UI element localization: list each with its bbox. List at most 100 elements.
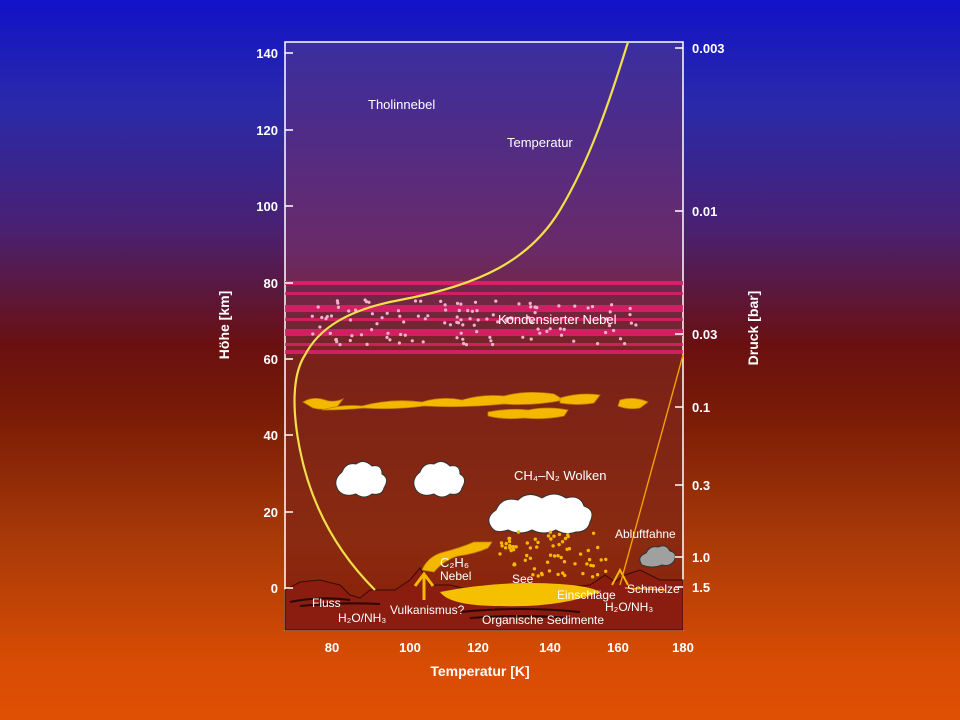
bottom-tick-140: 140 bbox=[539, 640, 561, 655]
rain-drop bbox=[532, 567, 537, 571]
haze-particle bbox=[605, 317, 609, 321]
haze-particle bbox=[388, 338, 392, 342]
haze-particle bbox=[416, 314, 420, 318]
haze-particle bbox=[396, 309, 401, 313]
haze-particle bbox=[455, 315, 459, 319]
temperature-curve bbox=[293, 41, 630, 591]
haze-particle bbox=[628, 306, 632, 311]
condensed-haze-bands bbox=[285, 281, 683, 354]
label-h2o-nh3-right: H₂O/NH₃ bbox=[605, 600, 653, 614]
haze-particle bbox=[548, 327, 552, 331]
haze-particle bbox=[455, 320, 459, 324]
rain-drop bbox=[504, 541, 508, 546]
rain-drop bbox=[552, 554, 557, 558]
rain-drop bbox=[508, 546, 512, 550]
haze-particle bbox=[557, 304, 561, 308]
haze-particle bbox=[363, 298, 367, 302]
haze-particle bbox=[530, 320, 534, 324]
label-volcanism: Vulkanismus? bbox=[390, 603, 465, 617]
haze-particle bbox=[608, 310, 612, 314]
haze-particle bbox=[403, 333, 407, 337]
haze-particle bbox=[562, 327, 566, 331]
rain-drop bbox=[507, 536, 511, 541]
rain-drop bbox=[567, 547, 572, 551]
haze-particle bbox=[586, 306, 590, 310]
haze-particle bbox=[623, 342, 627, 346]
label-tholin-haze: Tholinnebel bbox=[368, 97, 435, 112]
right-tick-15: 1.5 bbox=[692, 580, 710, 595]
rain-drop bbox=[595, 573, 600, 577]
rain-drop bbox=[525, 553, 529, 558]
rain-drop bbox=[563, 536, 568, 541]
rain-drop bbox=[563, 573, 567, 578]
rain-drop bbox=[556, 572, 560, 577]
haze-particle bbox=[399, 332, 403, 337]
haze-particle bbox=[607, 324, 612, 328]
rain-drop bbox=[507, 539, 512, 544]
right-tick-0003: 0.003 bbox=[692, 41, 725, 56]
rain-drop bbox=[539, 571, 544, 576]
rain-drop bbox=[516, 530, 521, 534]
haze-particle bbox=[475, 309, 479, 313]
haze-particle bbox=[380, 316, 384, 320]
cloud-layer-45km bbox=[302, 392, 649, 420]
right-tick-003: 0.03 bbox=[692, 327, 717, 342]
left-tick-100: 100 bbox=[256, 199, 278, 214]
rain-drop bbox=[566, 533, 570, 537]
left-axis-title: Höhe [km] bbox=[216, 291, 232, 359]
bottom-tick-120: 120 bbox=[467, 640, 489, 655]
rain-drop bbox=[561, 571, 565, 575]
bottom-tick-160: 160 bbox=[607, 640, 629, 655]
haze-particle bbox=[517, 302, 521, 306]
haze-particle bbox=[386, 331, 390, 335]
rain-drop bbox=[556, 554, 560, 558]
haze-particle bbox=[348, 318, 353, 322]
haze-particle bbox=[311, 332, 315, 336]
haze-particle bbox=[354, 308, 358, 312]
haze-particle bbox=[365, 342, 369, 346]
label-ch4-n2-clouds: CH₄–N₂ Wolken bbox=[514, 468, 606, 483]
haze-particle bbox=[459, 318, 463, 322]
haze-particle bbox=[596, 342, 600, 346]
rain-drop bbox=[551, 544, 555, 548]
haze-particle bbox=[612, 328, 616, 333]
haze-particle bbox=[628, 313, 632, 317]
haze-particle bbox=[533, 311, 537, 315]
label-condensed-haze: Kondensierter Nebel bbox=[498, 312, 617, 327]
right-tick-03: 0.3 bbox=[692, 478, 710, 493]
haze-particle bbox=[472, 323, 476, 327]
rain-drop bbox=[591, 531, 596, 535]
haze-particle bbox=[402, 320, 406, 324]
rain-drop bbox=[545, 560, 550, 564]
c2h6-haze bbox=[421, 541, 493, 573]
haze-particle bbox=[448, 323, 452, 327]
haze-particle bbox=[496, 320, 500, 324]
label-organic-sediments: Organische Sedimente bbox=[482, 613, 604, 627]
haze-particle bbox=[470, 309, 474, 313]
surface bbox=[284, 567, 684, 631]
haze-particle bbox=[466, 309, 470, 313]
label-melt: Schmelze bbox=[627, 582, 680, 596]
label-temperature: Temperatur bbox=[507, 135, 573, 150]
rain-drop bbox=[591, 564, 595, 568]
haze-particle bbox=[370, 312, 374, 316]
left-tick-60: 60 bbox=[264, 352, 278, 367]
right-axis-title: Druck [bar] bbox=[745, 291, 761, 366]
label-haze: Nebel bbox=[440, 569, 471, 583]
haze-particle bbox=[475, 330, 479, 334]
haze-particle bbox=[461, 337, 465, 341]
haze-particle bbox=[443, 303, 447, 307]
rain-drop bbox=[525, 541, 529, 545]
haze-particle bbox=[455, 301, 460, 305]
haze-particle bbox=[310, 314, 314, 318]
rain-drop bbox=[586, 548, 590, 553]
haze-particle bbox=[457, 308, 461, 313]
haze-particle bbox=[521, 335, 525, 339]
haze-particle bbox=[385, 311, 389, 315]
left-tick-40: 40 bbox=[264, 428, 278, 443]
haze-particle bbox=[336, 305, 341, 309]
left-tick-140: 140 bbox=[256, 46, 278, 61]
label-lake: See bbox=[512, 572, 534, 586]
haze-particle bbox=[359, 333, 364, 337]
